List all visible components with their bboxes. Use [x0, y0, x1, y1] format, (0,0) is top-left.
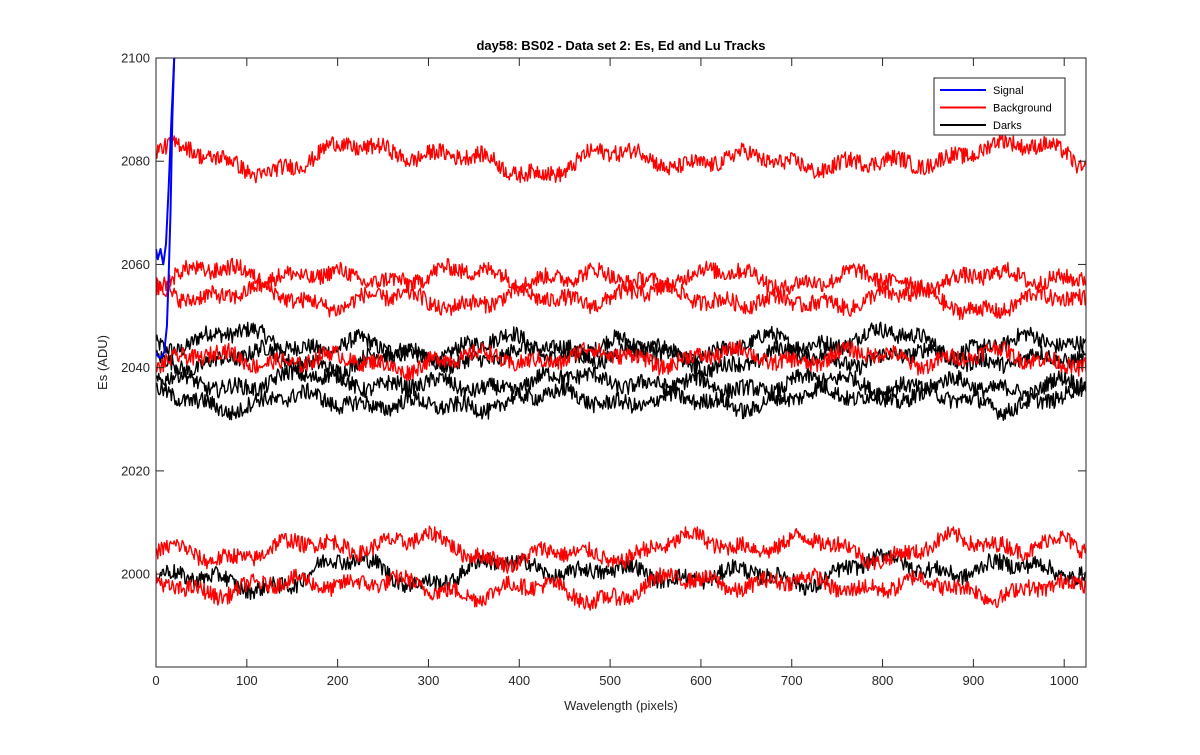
- x-tick-label: 600: [690, 673, 712, 688]
- x-tick-label: 1000: [1050, 673, 1079, 688]
- series-line-darks-4: [156, 379, 1086, 421]
- y-tick-label: 2080: [121, 154, 150, 169]
- series-line-background-3: [156, 277, 1086, 321]
- series-line-darks-1: [156, 321, 1086, 372]
- series-layer: [156, 58, 1086, 611]
- legend[interactable]: Signal Background Darks: [933, 77, 1066, 136]
- series-line-darks-3: [156, 363, 1086, 404]
- x-tick-label: 800: [872, 673, 894, 688]
- x-tick-label: 400: [508, 673, 530, 688]
- series-line-background-2: [156, 257, 1086, 299]
- legend-entries: Signal Background Darks: [940, 85, 1052, 132]
- x-tick-label: 700: [781, 673, 803, 688]
- y-tick-label: 2100: [121, 51, 150, 66]
- legend-label-background: Background: [993, 103, 1052, 115]
- y-axis-label: Es (ADU): [95, 335, 110, 390]
- legend-label-darks: Darks: [993, 120, 1022, 132]
- x-axis-ticks: 0 100 200 300 400 500 600 700 800 900 1000: [152, 58, 1079, 688]
- x-tick-label: 300: [418, 673, 440, 688]
- series-line-darks-2: [156, 339, 1086, 380]
- x-axis-label: Wavelength (pixels): [564, 698, 678, 713]
- y-tick-label: 2040: [121, 360, 150, 375]
- x-tick-label: 0: [152, 673, 159, 688]
- x-tick-label: 200: [327, 673, 349, 688]
- series-line-signal-2: [156, 58, 176, 266]
- x-tick-label: 900: [963, 673, 985, 688]
- y-axis-ticks: 2000 2020 2040 2060 2080 2100: [121, 51, 1086, 582]
- series-line-background-1: [156, 132, 1086, 184]
- legend-label-signal: Signal: [993, 85, 1024, 97]
- x-tick-label: 100: [236, 673, 258, 688]
- series-line-signal-1: [156, 58, 176, 359]
- x-tick-label: 500: [599, 673, 621, 688]
- series-line-background-6: [156, 567, 1086, 611]
- y-tick-label: 2020: [121, 463, 150, 478]
- chart-title: day58: BS02 - Data set 2: Es, Ed and Lu …: [476, 38, 765, 53]
- series-line-background-5: [156, 525, 1086, 574]
- y-tick-label: 2000: [121, 567, 150, 582]
- y-tick-label: 2060: [121, 257, 150, 272]
- plot-area-frame: [155, 57, 1087, 668]
- series-line-background-4: [156, 339, 1086, 381]
